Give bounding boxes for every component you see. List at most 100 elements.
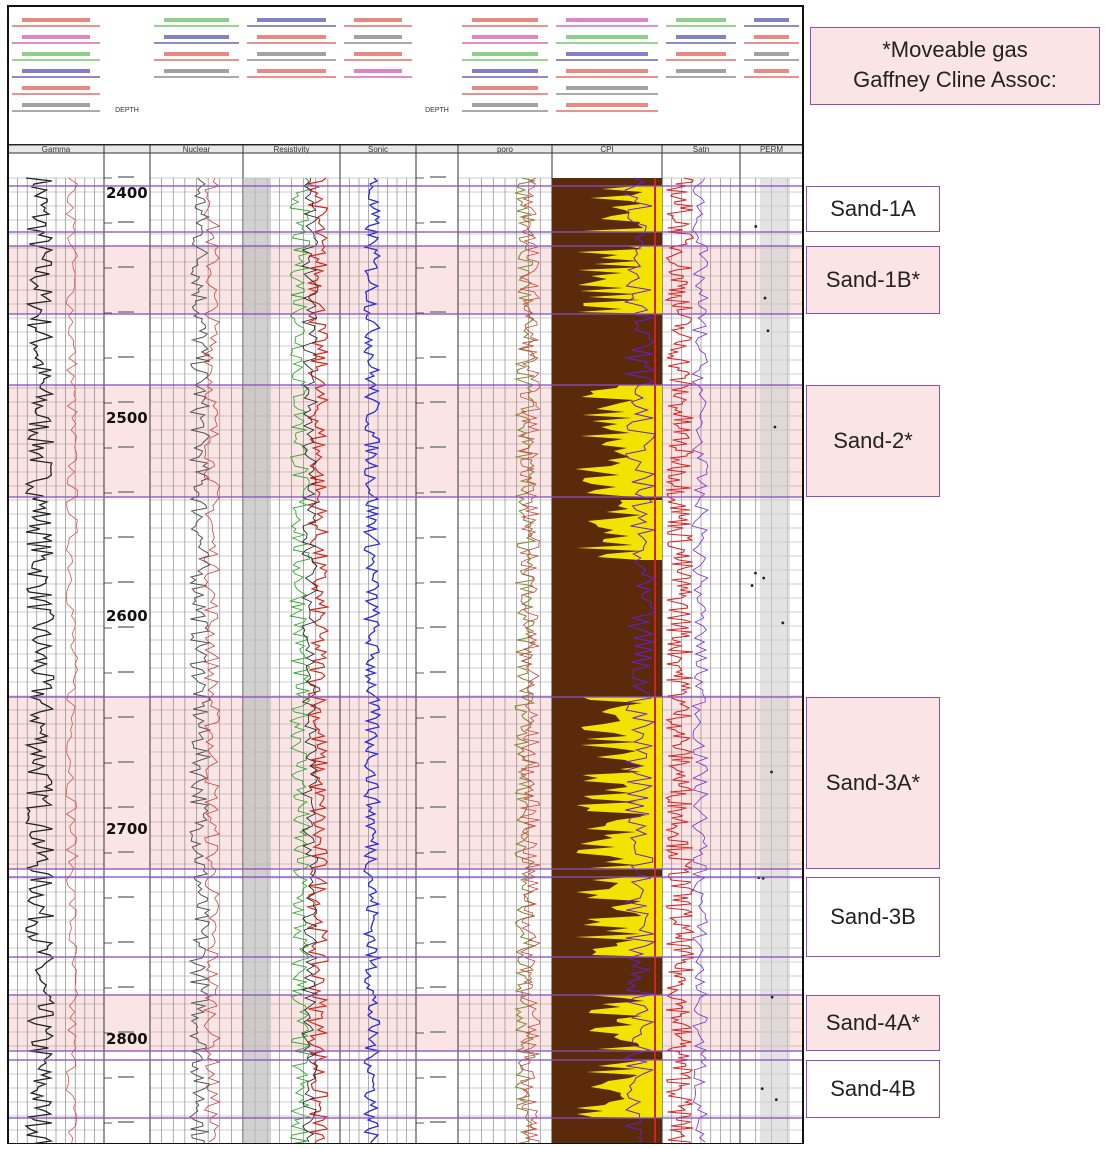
gas-zone-band — [8, 246, 803, 314]
depth-minor-label — [118, 536, 134, 538]
header-curve-mnemonic — [164, 35, 229, 39]
depth-minor-label — [118, 221, 134, 223]
depth-minor-label — [118, 446, 134, 448]
cpi-purple-curve — [623, 177, 657, 1143]
header-curve-mnemonic — [754, 18, 789, 22]
header-curve-mnemonic — [354, 52, 402, 56]
zone-label-sand-3a: Sand-3A* — [806, 697, 940, 869]
depth-minor-label — [118, 671, 134, 673]
depth-minor-label — [430, 941, 446, 943]
legend-line-2: Gaffney Cline Assoc: — [853, 67, 1057, 92]
cpi-sand-fill — [587, 995, 662, 1051]
depth-minor-label — [430, 221, 446, 223]
header-curve-mnemonic — [472, 52, 538, 56]
depth-minor-label — [118, 581, 134, 583]
perm-gray-band — [760, 178, 790, 1144]
depth-minor-label — [430, 356, 446, 358]
depth-minor-label — [430, 986, 446, 988]
depth-minor-label — [118, 851, 134, 853]
perm-point — [750, 584, 754, 587]
header-curve-mnemonic — [22, 18, 90, 22]
zone-label-sand-4b: Sand-4B — [806, 1060, 940, 1118]
cpi-track-bg — [552, 178, 662, 1144]
depth-minor-label — [430, 266, 446, 268]
perm-point — [760, 1087, 764, 1091]
depth-minor-label — [430, 761, 446, 763]
resistivity-shallow-curve — [288, 177, 311, 1145]
perm-point — [781, 621, 785, 625]
depth-minor-label — [118, 491, 134, 493]
depth-minor-label — [118, 761, 134, 763]
gamma-curve — [24, 177, 56, 1145]
header-curve-mnemonic — [566, 103, 648, 107]
zone-label-sand-3b: Sand-3B — [806, 877, 940, 957]
depth-minor-label — [118, 986, 134, 988]
cpi-sand-fill — [576, 500, 662, 560]
cpi-sand-fill — [576, 697, 662, 869]
depth-minor-label — [430, 446, 446, 448]
depth-minor-label — [118, 311, 134, 313]
header-curve-mnemonic — [472, 18, 538, 22]
header-curve-mnemonic — [257, 69, 326, 73]
header-curve-mnemonic — [257, 18, 326, 22]
cpi-sand-fill — [576, 246, 662, 314]
header-curve-mnemonic — [22, 69, 90, 73]
depth-minor-label — [430, 491, 446, 493]
depth-header-text: DEPTH — [115, 107, 139, 114]
depth-minor-label — [430, 1076, 446, 1078]
header-curve-mnemonic — [566, 69, 648, 73]
zone-label-sand-4a: Sand-4A* — [806, 995, 940, 1051]
log-header — [7, 5, 804, 146]
header-curve-mnemonic — [22, 52, 90, 56]
header-curve-mnemonic — [754, 52, 789, 56]
header-curve-mnemonic — [472, 35, 538, 39]
cpi-sand-fill — [576, 1060, 662, 1118]
header-curve-mnemonic — [566, 86, 648, 90]
depth-minor-label — [430, 401, 446, 403]
track-title-cpi: CPI — [600, 145, 613, 154]
header-curve-mnemonic — [566, 35, 648, 39]
header-curve-mnemonic — [22, 86, 90, 90]
header-curve-mnemonic — [566, 52, 648, 56]
header-curve-mnemonic — [22, 103, 90, 107]
depth-minor-label — [118, 716, 134, 718]
header-curve-mnemonic — [472, 103, 538, 107]
header-curve-mnemonic — [472, 86, 538, 90]
saturation-curve — [663, 177, 696, 1145]
header-curve-mnemonic — [22, 35, 90, 39]
track-title-poro: poro — [497, 145, 514, 154]
track-title-nuclear: Nuclear — [183, 145, 211, 154]
depth-minor-label — [118, 401, 134, 403]
depth-minor-label — [430, 536, 446, 538]
depth-minor-label — [430, 1031, 446, 1033]
depth-label-2700: 2700 — [106, 820, 148, 838]
track-title-gamma: Gamma — [42, 145, 71, 154]
cpi-sand-fill — [575, 385, 662, 497]
header-curve-mnemonic — [676, 18, 726, 22]
depth-minor-label — [118, 176, 134, 178]
depth-minor-label — [430, 1121, 446, 1123]
depth-header-text: DEPTH — [425, 107, 449, 114]
header-curve-mnemonic — [754, 69, 789, 73]
header-curve-mnemonic — [354, 35, 402, 39]
depth-minor-label — [430, 581, 446, 583]
track-title-sonic: Sonic — [368, 145, 388, 154]
track-title-perm: PERM — [760, 145, 783, 154]
perm-point — [763, 296, 767, 300]
header-curve-mnemonic — [676, 69, 726, 73]
depth-minor-label — [430, 806, 446, 808]
depth-minor-label — [118, 941, 134, 943]
depth-minor-label — [118, 626, 134, 628]
depth-label-2600: 2600 — [106, 607, 148, 625]
zone-label-sand-1a: Sand-1A — [806, 186, 940, 232]
resistivity-gray-band — [243, 178, 271, 1144]
header-curve-mnemonic — [257, 52, 326, 56]
header-curve-mnemonic — [354, 69, 402, 73]
track-title-satn: Satn — [693, 145, 709, 154]
zone-label-sand-1b: Sand-1B* — [806, 246, 940, 314]
perm-point — [774, 1098, 778, 1102]
depth-label-2500: 2500 — [106, 409, 148, 427]
header-curve-mnemonic — [164, 69, 229, 73]
perm-point — [754, 571, 757, 575]
